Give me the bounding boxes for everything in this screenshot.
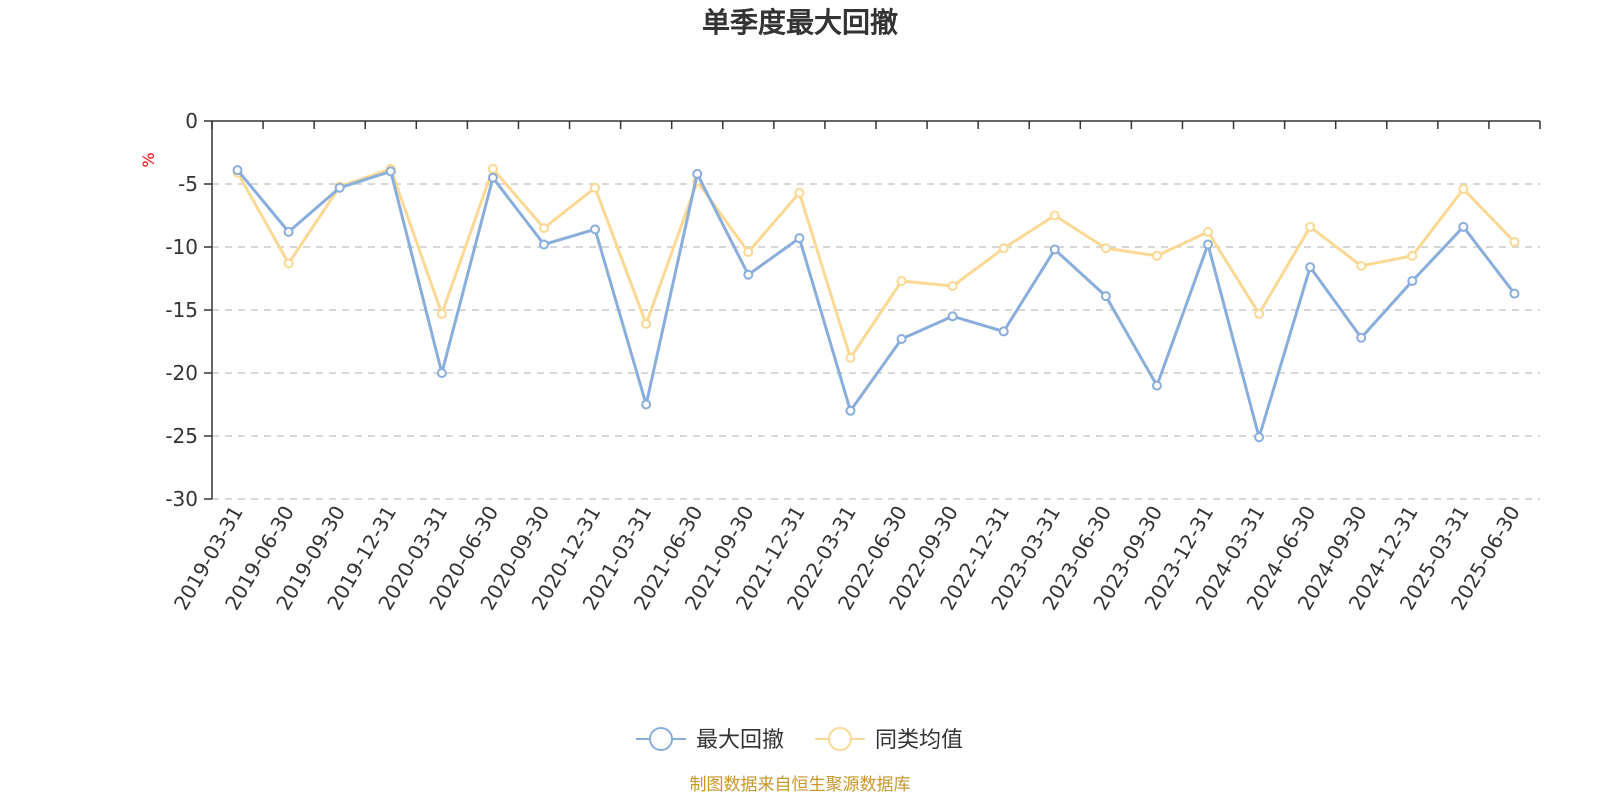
legend-label: 最大回撤 [696,728,784,753]
legend-item[interactable]: 最大回撤 [636,727,784,753]
x-axis: 2019-03-312019-06-302019-09-302019-12-31… [169,120,1541,614]
y-axis-unit: % [139,152,158,167]
data-point [283,258,294,269]
data-point [334,182,345,193]
data-point [998,243,1009,254]
data-point [1254,308,1265,319]
legend-item[interactable]: 同类均值 [815,727,963,753]
data-point [1458,221,1469,232]
y-tick-label: -20 [165,361,198,385]
data-point [487,172,498,183]
data-point [845,405,856,416]
legend-label: 同类均值 [875,728,963,753]
data-point [794,187,805,198]
series-line [236,167,1516,360]
series-line [236,169,1516,439]
data-point [487,163,498,174]
series-layer [232,163,1520,443]
data-point [385,166,396,177]
data-point [641,399,652,410]
data-point [436,368,447,378]
data-point [947,311,958,322]
data-point [1305,221,1316,232]
data-point [1203,239,1213,250]
y-tick-label: -25 [165,424,198,448]
y-tick-label: -10 [165,235,198,259]
data-point [590,182,601,193]
data-point [1203,226,1213,237]
y-tick-label: -5 [178,172,198,196]
data-point [998,326,1009,337]
y-tick-label: 0 [185,109,198,133]
y-tick-label: -30 [165,487,198,511]
data-point [1049,244,1060,255]
data-point [743,269,754,280]
data-point [1356,260,1367,271]
legend-marker-icon [828,727,852,751]
grid-lines [212,183,1540,500]
data-point [1100,243,1111,254]
data-point [896,333,907,344]
data-point [283,226,294,237]
data-point [590,224,601,235]
data-point [539,239,549,250]
data-point [845,352,856,363]
data-point [539,223,549,234]
legend[interactable]: 最大回撤 同类均值 [636,727,963,753]
y-tick-label: -15 [165,298,198,322]
chart-title: 单季度最大回撤 [702,6,898,39]
data-point [1509,288,1520,299]
data-point [1151,250,1162,261]
data-point [1407,276,1418,287]
data-point [232,165,243,176]
data-point [1407,250,1418,261]
data-point [641,318,652,329]
data-point [1254,432,1265,443]
legend-marker-icon [649,727,673,751]
data-point [1049,210,1060,221]
y-axis: 0 -5 -10 -15 -20 -25 -30 [165,109,213,511]
data-point [947,281,958,292]
data-point [1458,184,1469,195]
data-point [1509,236,1520,247]
data-point [743,247,754,258]
data-source-note: 制图数据来自恒生聚源数据库 [690,775,911,795]
data-point [896,276,907,287]
data-point [1151,380,1162,391]
data-point [1100,291,1111,302]
data-point [1305,262,1316,273]
data-point [794,233,805,244]
data-point [436,308,447,319]
data-point [1356,332,1367,343]
data-point [692,168,703,179]
